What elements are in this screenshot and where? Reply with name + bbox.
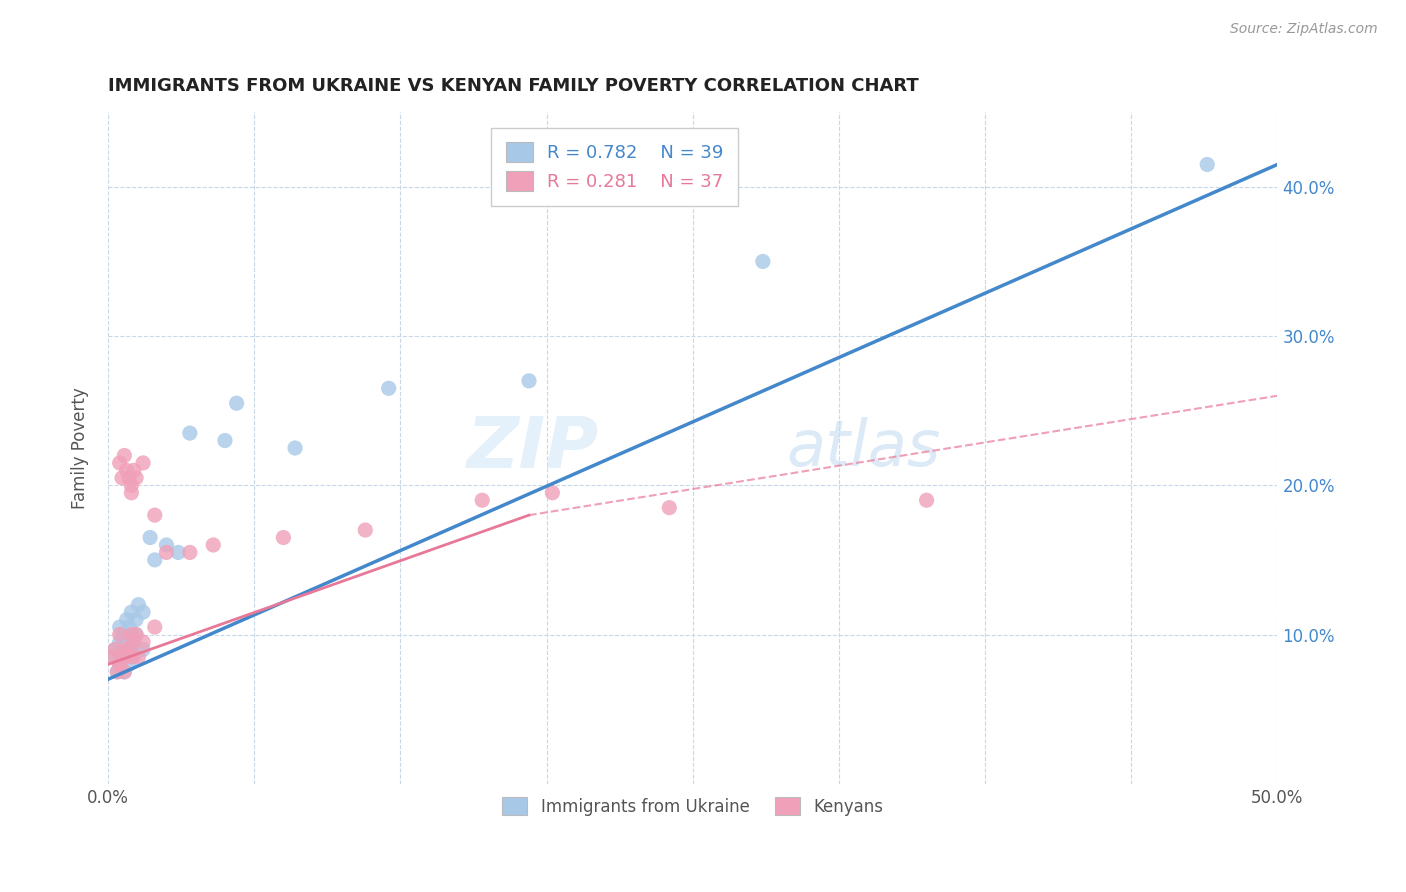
Point <box>120 478 142 492</box>
Point <box>115 613 138 627</box>
Point <box>111 627 134 641</box>
Point <box>471 493 494 508</box>
Point <box>108 620 131 634</box>
Text: ZIP: ZIP <box>467 414 599 483</box>
Point <box>127 649 149 664</box>
Point <box>120 627 142 641</box>
Point <box>120 605 142 619</box>
Point <box>115 649 138 664</box>
Point <box>108 456 131 470</box>
Point <box>112 635 135 649</box>
Point <box>111 471 134 485</box>
Point <box>132 642 155 657</box>
Point <box>112 665 135 679</box>
Point <box>111 642 134 657</box>
Point <box>104 642 127 657</box>
Point <box>143 553 166 567</box>
Point <box>112 665 135 679</box>
Point <box>752 254 775 268</box>
Point <box>1197 157 1219 171</box>
Text: IMMIGRANTS FROM UKRAINE VS KENYAN FAMILY POVERTY CORRELATION CHART: IMMIGRANTS FROM UKRAINE VS KENYAN FAMILY… <box>108 78 918 95</box>
Point <box>108 627 131 641</box>
Point <box>915 493 938 508</box>
Point <box>273 531 295 545</box>
Point <box>658 500 681 515</box>
Point <box>105 665 128 679</box>
Point <box>125 627 148 641</box>
Point <box>111 649 134 664</box>
Point <box>179 545 201 559</box>
Point <box>125 471 148 485</box>
Point <box>108 657 131 672</box>
Point <box>122 463 145 477</box>
Point <box>127 598 149 612</box>
Point <box>111 649 134 664</box>
Point <box>284 441 307 455</box>
Point <box>108 635 131 649</box>
Point <box>125 613 148 627</box>
Point <box>120 649 142 664</box>
Point <box>143 620 166 634</box>
Point <box>132 635 155 649</box>
Point <box>112 649 135 664</box>
Point <box>120 485 142 500</box>
Point <box>155 545 177 559</box>
Legend: Immigrants from Ukraine, Kenyans: Immigrants from Ukraine, Kenyans <box>496 790 890 822</box>
Point <box>225 396 247 410</box>
Point <box>202 538 225 552</box>
Point <box>517 374 540 388</box>
Point <box>112 642 135 657</box>
Y-axis label: Family Poverty: Family Poverty <box>72 387 89 508</box>
Point <box>354 523 377 537</box>
Point <box>101 649 124 664</box>
Point <box>377 381 399 395</box>
Point <box>115 635 138 649</box>
Point <box>118 620 141 634</box>
Point <box>541 485 564 500</box>
Point <box>122 649 145 664</box>
Point <box>101 649 124 664</box>
Point <box>139 531 162 545</box>
Point <box>108 657 131 672</box>
Point <box>179 426 201 441</box>
Text: atlas: atlas <box>786 417 941 479</box>
Point <box>167 545 190 559</box>
Point <box>118 657 141 672</box>
Point <box>120 642 142 657</box>
Point <box>155 538 177 552</box>
Point <box>143 508 166 523</box>
Text: Source: ZipAtlas.com: Source: ZipAtlas.com <box>1230 22 1378 37</box>
Point <box>120 627 142 641</box>
Point <box>115 463 138 477</box>
Point <box>132 605 155 619</box>
Point <box>122 635 145 649</box>
Point <box>112 449 135 463</box>
Point <box>105 665 128 679</box>
Point <box>132 456 155 470</box>
Point <box>125 627 148 641</box>
Point <box>115 649 138 664</box>
Point <box>214 434 236 448</box>
Point <box>122 635 145 649</box>
Point <box>118 642 141 657</box>
Point <box>104 642 127 657</box>
Point <box>118 471 141 485</box>
